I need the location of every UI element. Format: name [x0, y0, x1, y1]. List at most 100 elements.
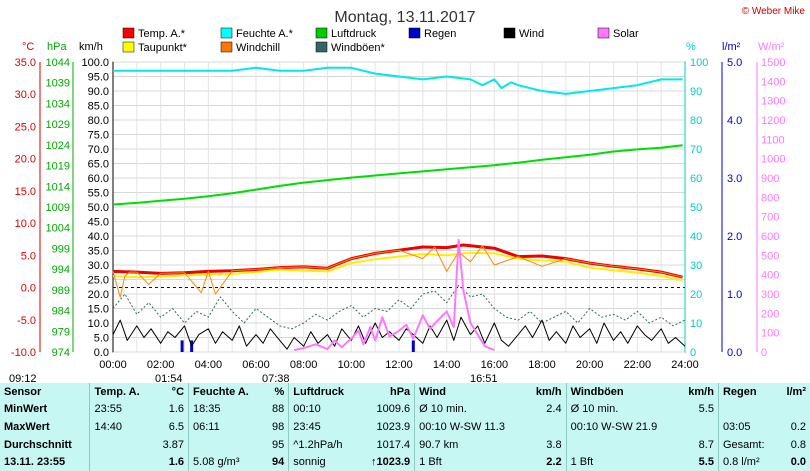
table-cell — [777, 401, 810, 419]
tick-label-pressure: 1039 — [46, 78, 70, 90]
table-cell: Gesamt: — [717, 435, 778, 454]
tick-label-pressure: 1009 — [46, 202, 70, 214]
tick-label-rain: 2.0 — [727, 231, 742, 243]
tick-label-pressure: 1019 — [46, 161, 70, 173]
time-marker-label: 16:51 — [470, 373, 498, 383]
legend-label: Solar — [613, 28, 639, 40]
legend-label: Temp. A.* — [138, 28, 186, 40]
series-line — [112, 144, 683, 206]
table-cell: 3.87 — [162, 438, 185, 451]
tick-label-humidity: 20 — [690, 289, 702, 301]
table-cell: 90.7 km — [414, 435, 526, 454]
table-cell: 1 Bft — [414, 453, 526, 471]
table-cell: hPa — [389, 385, 411, 398]
tick-label-wind: 60.0 — [88, 173, 109, 185]
table-cell: Durchschnitt — [4, 438, 72, 451]
tick-label-wind: 30.0 — [88, 260, 109, 272]
x-tick-label: 12:00 — [385, 359, 413, 371]
tick-label-pressure: 1014 — [46, 181, 70, 193]
table-cell: 5.5 — [698, 456, 714, 469]
tick-label-humidity: 50 — [690, 202, 702, 214]
table-cell — [526, 418, 566, 436]
tick-label-temp: 35.0 — [15, 57, 36, 69]
tick-label-wind: 90.0 — [88, 86, 109, 98]
tick-label-solar: 1000 — [761, 154, 785, 166]
tick-label-temp: 20.0 — [15, 154, 36, 166]
series-line — [112, 284, 686, 330]
tick-label-humidity: 30 — [690, 260, 702, 272]
tick-label-solar: 700 — [761, 212, 779, 224]
tick-label-humidity: 90 — [690, 86, 702, 98]
table-cell: 88 — [272, 403, 285, 416]
x-tick-label: 10:00 — [338, 359, 366, 371]
table-cell: 00:10 W-SW 21.9 — [565, 418, 679, 436]
sensor-summary-table: Sensor Temp. A. °C Feuchte A.% Luftdruck hPa W… — [0, 383, 810, 471]
tick-label-wind: 40.0 — [88, 231, 109, 243]
table-cell: MinWert — [4, 403, 48, 416]
tick-label-solar: 0 — [761, 347, 767, 359]
legend-label: Wind — [519, 28, 544, 40]
tick-label-pressure: 989 — [52, 285, 70, 297]
legend-swatch — [220, 27, 233, 39]
tick-label-temp: -5.0 — [17, 315, 36, 327]
series-line — [113, 66, 683, 95]
table-row: 13.11. 23:55 1.6 5.08 g/m³ 94 sonnig ↑1023.9 1… — [0, 453, 810, 471]
tick-label-humidity: 100 — [690, 57, 708, 69]
tick-label-temp: 30.0 — [15, 89, 36, 101]
tick-label-temp: 5.0 — [21, 250, 36, 262]
tick-label-humidity: 40 — [690, 231, 702, 243]
legend-label: Windchill — [236, 42, 280, 54]
tick-label-pressure: 999 — [52, 243, 70, 255]
legend-swatch — [122, 27, 135, 39]
table-cell: Regen — [717, 383, 778, 401]
table-cell: % — [274, 385, 285, 398]
legend-label: Feuchte A.* — [236, 28, 294, 40]
tick-label-wind: 75.0 — [88, 130, 109, 142]
series-line — [293, 238, 495, 352]
table-cell: 98 — [272, 420, 285, 433]
legend-swatch — [408, 27, 421, 39]
legend-swatch — [315, 27, 328, 39]
axis-unit-wind: km/h — [79, 41, 103, 53]
tick-label-pressure: 994 — [52, 264, 70, 276]
table-cell: 95 — [272, 438, 285, 451]
x-tick-label: 06:00 — [242, 359, 270, 371]
legend-swatch — [220, 41, 233, 53]
table-cell — [89, 453, 154, 471]
tick-label-wind: 55.0 — [88, 188, 109, 200]
time-marker-label: 07:38 — [262, 373, 290, 383]
table-cell: 1.6 — [168, 456, 185, 469]
tick-label-rain: 5.0 — [727, 57, 742, 69]
tick-label-rain: 3.0 — [727, 173, 742, 185]
table-cell: 1023.9 — [376, 420, 411, 433]
table-cell: 0.2 — [790, 420, 806, 433]
table-cell: 0.8 l/m² — [717, 453, 778, 471]
credit-label: © Weber Mike — [742, 6, 806, 17]
tick-label-humidity: 60 — [690, 173, 702, 185]
tick-label-solar: 100 — [761, 328, 779, 340]
legend-label: Luftdruck — [331, 28, 377, 40]
table-cell: 94 — [272, 456, 285, 469]
table-cell — [717, 400, 778, 419]
tick-label-rain: 1.0 — [727, 289, 742, 301]
table-cell: MaxWert — [4, 420, 50, 433]
table-cell: 1009.6 — [376, 403, 411, 416]
tick-label-wind: 25.0 — [88, 275, 109, 287]
tick-label-humidity: 80 — [690, 115, 702, 127]
axis-unit-solar: W/m² — [758, 41, 785, 53]
table-cell: sonnig — [288, 453, 359, 471]
tick-label-wind: 15.0 — [88, 304, 109, 316]
tick-label-solar: 1300 — [761, 96, 785, 108]
tick-label-temp: -10.0 — [11, 347, 36, 359]
table-cell: °C — [171, 385, 185, 398]
tick-label-pressure: 1044 — [46, 57, 70, 69]
table-row: Durchschnitt 3.87 95 ^1.2hPa/h 1017.4 90.7 km… — [0, 435, 810, 454]
axis-unit-temp: °C — [22, 41, 34, 53]
table-cell: 0.8 — [790, 438, 806, 451]
table-cell: 18:35 — [188, 400, 265, 419]
table-cell: km/h — [688, 385, 714, 398]
x-tick-label: 02:00 — [147, 359, 175, 371]
axis-unit-pressure: hPa — [47, 41, 67, 53]
tick-label-solar: 200 — [761, 308, 779, 320]
table-cell: 13.11. 23:55 — [4, 456, 66, 469]
